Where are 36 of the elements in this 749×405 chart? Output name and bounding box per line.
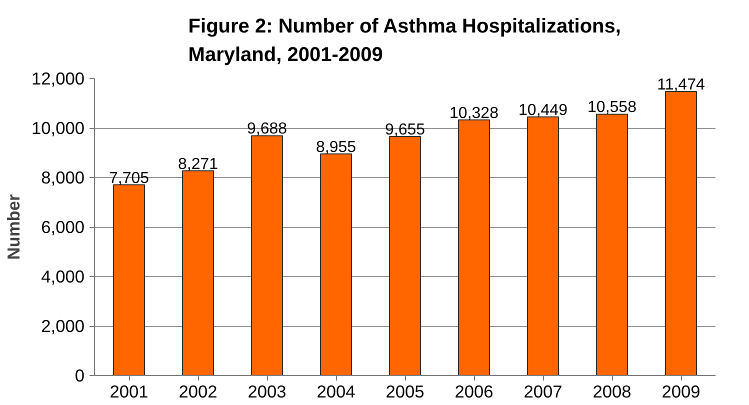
y-tick-label: 4,000 bbox=[41, 266, 85, 286]
data-label: 7,705 bbox=[108, 170, 150, 187]
y-tick-label: 2,000 bbox=[41, 316, 85, 336]
x-tick-label: 2001 bbox=[110, 382, 148, 402]
y-tick-label: 8,000 bbox=[41, 168, 85, 188]
bar bbox=[664, 91, 698, 376]
data-label: 11,474 bbox=[657, 76, 705, 94]
x-tick-label: 2009 bbox=[662, 382, 700, 402]
bar bbox=[112, 184, 146, 376]
x-tick-label: 2003 bbox=[248, 382, 286, 402]
x-tick-label: 2002 bbox=[178, 382, 218, 402]
x-tick-label: 2007 bbox=[524, 382, 562, 402]
x-tick-label: 2006 bbox=[454, 382, 494, 402]
bar bbox=[182, 170, 214, 376]
data-label: 10,558 bbox=[588, 99, 637, 116]
bar bbox=[320, 153, 352, 376]
y-tick-label: 6,000 bbox=[41, 217, 85, 237]
bar bbox=[526, 116, 560, 376]
data-label: 9,688 bbox=[246, 120, 288, 138]
data-label: 9,655 bbox=[384, 122, 426, 139]
bar bbox=[388, 136, 422, 376]
y-tick-label: 0 bbox=[74, 366, 85, 386]
y-tick-label: 12,000 bbox=[32, 68, 84, 88]
bar bbox=[458, 119, 490, 376]
x-tick-label: 2008 bbox=[592, 382, 632, 402]
chart-title: Figure 2: Number of Asthma Hospitalizations, Maryland, 2001-2009 bbox=[188, 15, 621, 66]
x-tick-label: 2005 bbox=[386, 382, 424, 402]
bar bbox=[250, 135, 284, 376]
data-label: 10,328 bbox=[450, 104, 499, 122]
bar bbox=[596, 114, 628, 376]
data-label: 10,449 bbox=[518, 102, 568, 119]
y-tick-label: 10,000 bbox=[32, 118, 84, 138]
x-tick-label: 2004 bbox=[316, 382, 356, 402]
data-label: 8,955 bbox=[316, 138, 356, 156]
data-label: 8,271 bbox=[178, 156, 218, 173]
y-axis-title: Number bbox=[4, 194, 24, 260]
